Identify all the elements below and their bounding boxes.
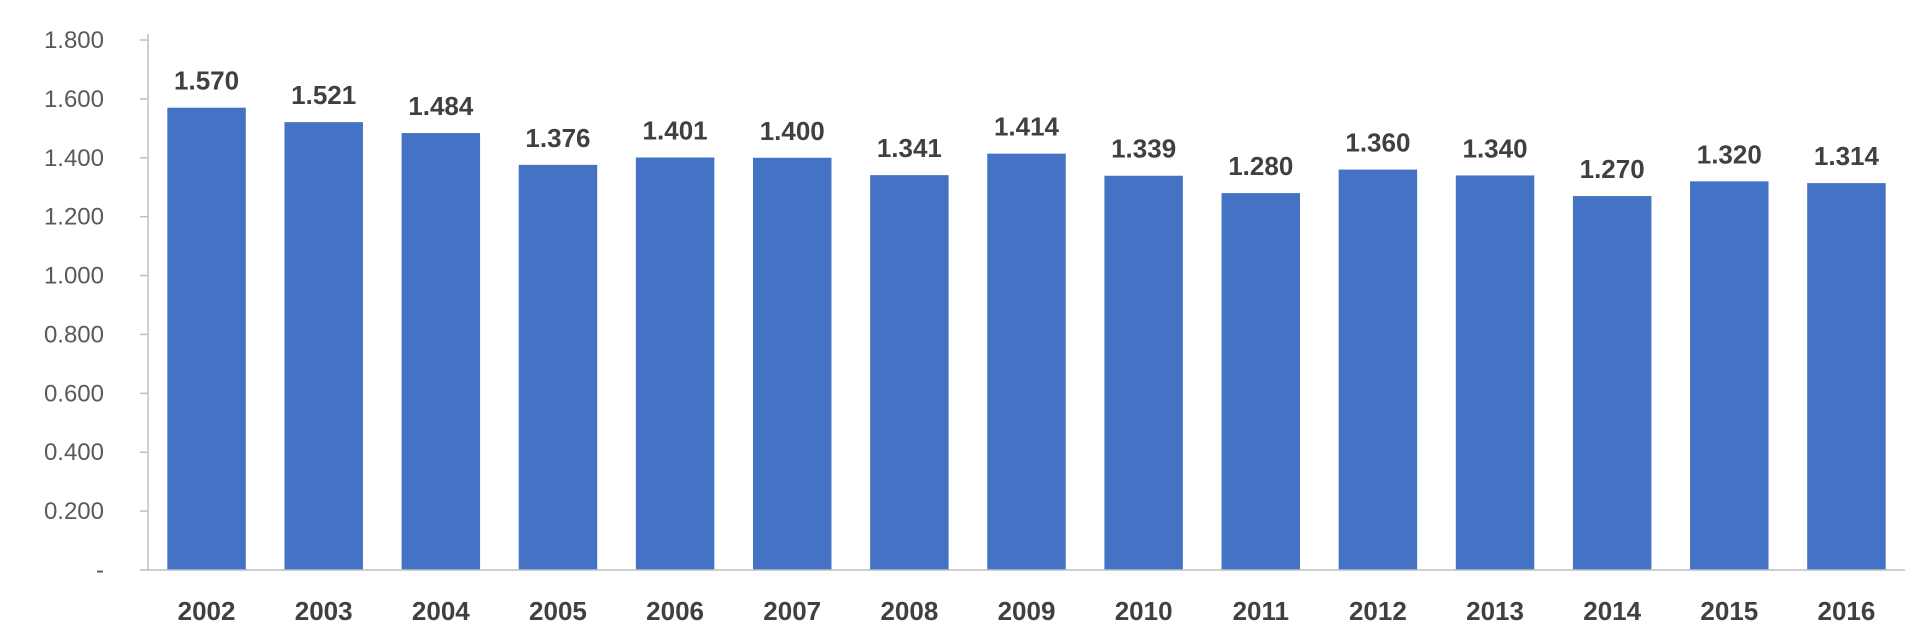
bar-2002: [167, 107, 246, 570]
bar-2008: [870, 175, 949, 570]
x-axis: 2002 2003 2004 2005 2006 2007 2008 2009 2010 2011…: [148, 569, 1905, 626]
data-label-2002: 1.570: [174, 66, 239, 96]
x-tick-label: 2011: [1233, 596, 1289, 626]
bar-2009: [987, 153, 1066, 570]
y-tick-label: 1.800: [44, 27, 104, 54]
data-label-2015: 1.320: [1697, 139, 1762, 169]
x-tick-label: 2016: [1818, 596, 1876, 626]
data-label-2013: 1.340: [1462, 133, 1527, 163]
x-tick-label: 2003: [295, 596, 353, 626]
bar-2006: [635, 157, 715, 570]
bar-2003: [284, 122, 363, 571]
x-tick-label: 2014: [1583, 596, 1641, 626]
data-label-2011: 1.280: [1228, 151, 1293, 181]
data-label-2016: 1.314: [1814, 141, 1880, 171]
data-label-2005: 1.376: [525, 123, 590, 153]
y-tick-label: -: [96, 557, 104, 584]
bar-2014: [1572, 196, 1652, 571]
data-label-2009: 1.414: [994, 112, 1060, 142]
bar-2007: [752, 157, 832, 570]
data-label-2010: 1.339: [1111, 134, 1176, 164]
data-labels: 1.570 1.521 1.484 1.376 1.401 1.400 1.341 1.414…: [174, 66, 1879, 184]
data-label-2007: 1.400: [760, 116, 825, 146]
y-tick-label: 0.200: [44, 498, 104, 525]
bar-2012: [1338, 169, 1418, 571]
bar-2016: [1807, 183, 1886, 570]
data-label-2008: 1.341: [877, 133, 942, 163]
bar-2015: [1690, 181, 1769, 571]
x-tick-label: 2012: [1349, 596, 1407, 626]
data-label-2012: 1.360: [1345, 128, 1410, 158]
bar-2010: [1104, 175, 1183, 570]
bar-2013: [1455, 175, 1535, 570]
y-tick-label: 1.200: [44, 204, 104, 231]
data-label-2003: 1.521: [291, 80, 356, 110]
data-label-2004: 1.484: [408, 91, 474, 121]
x-tick-label: 2008: [880, 596, 938, 626]
x-tick-label: 2009: [998, 596, 1056, 626]
data-label-2014: 1.270: [1580, 154, 1645, 184]
y-tick-label: 1.400: [44, 145, 104, 172]
x-tick-label: 2005: [529, 596, 587, 626]
bar-2011: [1221, 193, 1301, 570]
bar-2005: [518, 164, 598, 570]
y-tick-label: 0.600: [44, 380, 104, 407]
data-label-2006: 1.401: [643, 115, 708, 145]
bar-series: [167, 107, 1886, 571]
y-axis: - 0.200 0.400 0.600 0.800 1.000 1.200 1.400 1.60…: [44, 27, 149, 584]
x-tick-label: 2006: [646, 596, 704, 626]
x-tick-label: 2004: [412, 596, 470, 626]
bar-2004: [401, 133, 481, 571]
x-tick-label: 2010: [1115, 596, 1173, 626]
x-tick-label: 2007: [763, 596, 821, 626]
y-tick-label: 0.400: [44, 439, 104, 466]
y-tick-label: 1.000: [44, 263, 104, 290]
x-tick-label: 2013: [1466, 596, 1524, 626]
x-tick-label: 2002: [178, 596, 236, 626]
x-tick-label: 2015: [1700, 596, 1758, 626]
y-tick-label: 0.800: [44, 321, 104, 348]
y-tick-label: 1.600: [44, 86, 104, 113]
